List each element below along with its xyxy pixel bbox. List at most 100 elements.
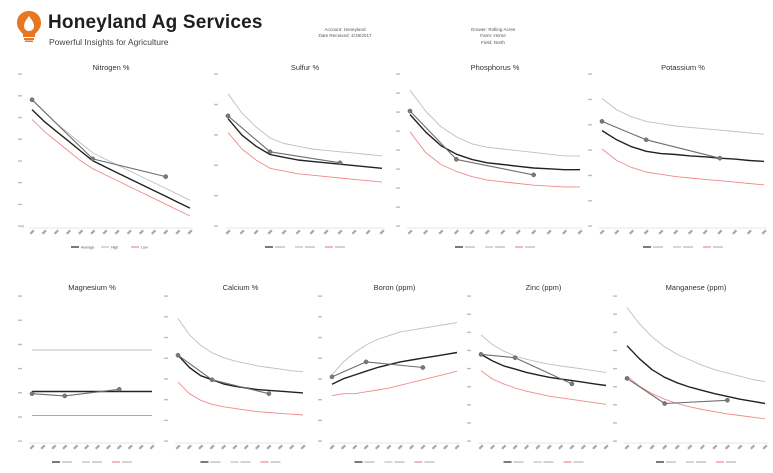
- y-tick-mark: [588, 73, 592, 75]
- legend-label-mark: [62, 461, 72, 463]
- x-tick-mark: [500, 229, 506, 235]
- x-tick-mark: [295, 229, 301, 235]
- x-tick-mark: [386, 444, 392, 450]
- data-point: [624, 376, 630, 381]
- y-tick-label: 0: [22, 225, 24, 229]
- x-tick-mark: [637, 444, 643, 450]
- legend-label-mark: [713, 246, 723, 248]
- legend-label-mark: [364, 461, 375, 463]
- chart-title: Potassium %: [661, 63, 705, 72]
- series-line-sample: [31, 388, 120, 397]
- y-tick-mark: [467, 404, 471, 406]
- y-tick-mark: [318, 336, 322, 339]
- x-tick-mark: [90, 229, 96, 235]
- x-tick-mark: [762, 444, 768, 450]
- x-tick-mark: [478, 444, 484, 450]
- x-tick-mark: [749, 444, 756, 450]
- chart-panel: Boron (ppm): [318, 283, 460, 463]
- data-point: [478, 352, 484, 357]
- y-tick-mark: [396, 187, 400, 189]
- x-tick-mark: [422, 229, 429, 235]
- x-tick-mark: [649, 444, 655, 450]
- x-tick-mark: [300, 444, 306, 450]
- y-tick-mark: [396, 168, 400, 170]
- y-tick-mark: [588, 225, 592, 227]
- legend-label-mark: [696, 461, 706, 463]
- x-tick-mark: [186, 444, 192, 450]
- data-point: [717, 155, 723, 161]
- legend-label-mark: [513, 461, 524, 463]
- y-tick-mark: [18, 73, 22, 75]
- data-point: [725, 397, 730, 403]
- y-tick-mark: [396, 130, 400, 132]
- y-tick-mark: [164, 357, 168, 359]
- series-line-sample: [601, 120, 720, 159]
- data-point: [407, 108, 413, 114]
- x-tick-mark: [420, 444, 426, 450]
- x-tick-mark: [232, 444, 238, 450]
- x-tick-mark: [717, 229, 723, 235]
- x-tick-mark: [84, 444, 90, 450]
- x-tick-mark: [267, 229, 273, 235]
- x-tick-mark: [266, 444, 272, 450]
- series-line-target: [480, 353, 607, 387]
- y-tick-mark: [214, 225, 218, 227]
- y-tick-mark: [396, 111, 400, 113]
- legend-label-mark: [122, 461, 132, 463]
- y-tick-mark: [396, 73, 400, 75]
- chart-title: Nitrogen %: [92, 63, 129, 72]
- y-tick-mark: [613, 404, 617, 406]
- x-tick-mark: [255, 444, 261, 450]
- series-line-sample: [177, 354, 270, 395]
- x-tick-mark: [363, 444, 369, 450]
- x-tick-mark: [546, 444, 552, 450]
- y-tick-mark: [588, 98, 592, 101]
- company-name: Honeyland Ag Services: [48, 12, 263, 33]
- x-tick-mark: [163, 229, 169, 235]
- x-tick-mark: [337, 229, 343, 235]
- data-point: [29, 391, 35, 397]
- data-point: [62, 393, 68, 399]
- grower-line: Grower: Rolling Acres: [470, 27, 516, 32]
- x-tick-mark: [580, 444, 586, 450]
- y-tick-mark: [396, 225, 400, 227]
- x-tick-mark: [512, 444, 518, 450]
- legend-label: Average: [81, 245, 94, 249]
- data-point: [116, 387, 122, 392]
- series-line-low: [601, 148, 765, 186]
- chart-panel: Sulfur %: [214, 63, 385, 248]
- x-tick-mark: [94, 444, 101, 450]
- y-tick-mark: [318, 419, 322, 422]
- x-tick-mark: [329, 444, 335, 450]
- x-tick-mark: [761, 229, 767, 235]
- x-tick-mark: [340, 444, 346, 450]
- legend-label-mark: [726, 461, 736, 463]
- x-tick-mark: [515, 229, 521, 235]
- x-tick-mark: [365, 229, 371, 235]
- legend-label: High: [111, 245, 118, 249]
- x-tick-mark: [187, 229, 193, 235]
- y-tick-mark: [18, 343, 22, 346]
- y-tick-mark: [18, 95, 22, 97]
- x-tick-mark: [577, 229, 583, 235]
- x-tick-mark: [62, 444, 68, 450]
- series-line-low: [409, 131, 580, 188]
- legend-label-mark: [495, 246, 505, 248]
- y-tick-mark: [396, 92, 400, 94]
- data-point: [337, 160, 343, 166]
- x-tick-mark: [603, 444, 609, 450]
- account-info: Account: Honeyland Date Received: 4/19/2…: [300, 27, 390, 40]
- y-tick-mark: [318, 316, 322, 318]
- x-tick-mark: [489, 444, 495, 450]
- x-tick-mark: [105, 444, 111, 450]
- x-tick-mark: [65, 229, 72, 235]
- data-point: [531, 172, 536, 178]
- y-tick-mark: [613, 422, 617, 424]
- x-tick-mark: [309, 229, 315, 235]
- x-tick-mark: [724, 444, 730, 450]
- y-tick-mark: [18, 319, 22, 321]
- x-tick-mark: [658, 229, 664, 235]
- chart-panel: Phosphorus %: [396, 63, 583, 248]
- data-point: [643, 137, 649, 143]
- x-tick-mark: [40, 444, 46, 450]
